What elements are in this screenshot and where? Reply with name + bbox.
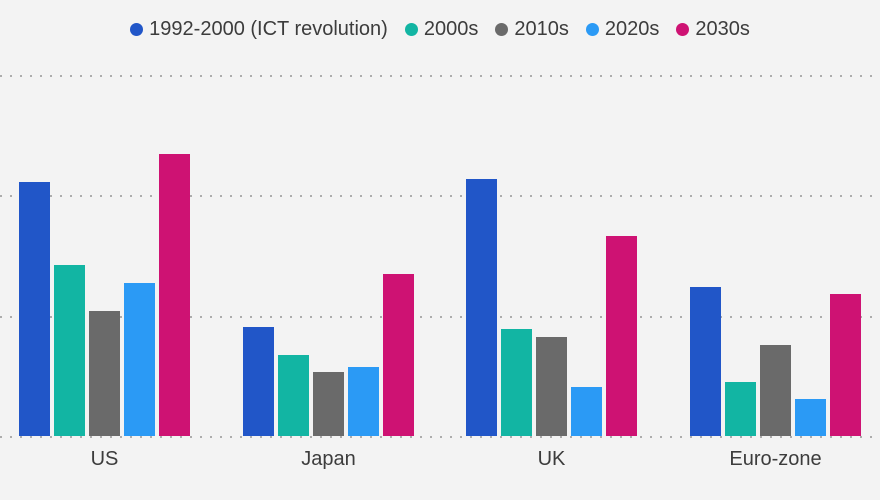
legend-label: 2020s [604, 18, 660, 40]
bar-japan-series-0[interactable] [243, 326, 274, 436]
category-label-japan: Japan [301, 448, 356, 470]
legend-item-series-4[interactable]: 2030s [676, 18, 750, 41]
legend-item-series-1[interactable]: 2000s [404, 18, 479, 41]
bar-japan-series-1[interactable] [278, 355, 309, 436]
category-label-euro-zone: Euro-zone [729, 448, 822, 470]
legend-item-series-3[interactable]: 2020s [585, 18, 660, 41]
bar-group-euro-zone [690, 75, 861, 436]
legend-dot-icon [495, 23, 509, 36]
bar-euro-zone-series-4[interactable] [830, 294, 861, 436]
bar-japan-series-3[interactable] [348, 367, 379, 436]
bar-us-series-1[interactable] [54, 265, 85, 436]
bar-euro-zone-series-2[interactable] [760, 344, 791, 436]
legend-label: 1992-2000 (ICT revolution) [149, 18, 388, 40]
legend-dot-icon [585, 23, 599, 36]
category-label-uk: UK [537, 448, 566, 470]
bar-us-series-0[interactable] [19, 182, 50, 436]
legend-label: 2010s [514, 18, 569, 40]
bar-us-series-2[interactable] [89, 310, 120, 436]
gridline-1 [0, 315, 880, 318]
legend-dot-icon [404, 23, 418, 36]
legend-item-series-0[interactable]: 1992-2000 (ICT revolution) [130, 18, 388, 41]
bar-japan-series-4[interactable] [383, 273, 414, 436]
bar-euro-zone-series-0[interactable] [690, 286, 721, 436]
bar-japan-series-2[interactable] [313, 372, 344, 436]
bar-euro-zone-series-3[interactable] [795, 398, 826, 436]
gridline-3 [0, 75, 880, 77]
legend-label: 2030s [695, 18, 750, 40]
category-label-us: US [90, 448, 119, 470]
legend-label: 2000s [423, 18, 479, 40]
bar-uk-series-4[interactable] [606, 236, 637, 436]
bar-us-series-4[interactable] [159, 154, 190, 436]
bar-group-us [19, 75, 190, 436]
bar-group-uk [466, 75, 637, 436]
bar-group-japan [243, 75, 414, 436]
chart-legend: 1992-2000 (ICT revolution) 2000s 2010s 2020… [0, 18, 880, 41]
legend-item-series-2[interactable]: 2010s [495, 18, 569, 41]
plot-area [0, 75, 880, 438]
legend-dot-icon [130, 23, 144, 36]
bar-uk-series-1[interactable] [501, 328, 532, 436]
bar-uk-series-2[interactable] [536, 337, 567, 436]
bar-euro-zone-series-1[interactable] [725, 381, 756, 436]
bar-us-series-3[interactable] [124, 283, 155, 436]
gridline-2 [0, 195, 880, 198]
bar-uk-series-0[interactable] [466, 178, 497, 436]
bar-uk-series-3[interactable] [571, 386, 602, 436]
legend-dot-icon [676, 23, 690, 36]
gridline-0 [0, 436, 880, 438]
